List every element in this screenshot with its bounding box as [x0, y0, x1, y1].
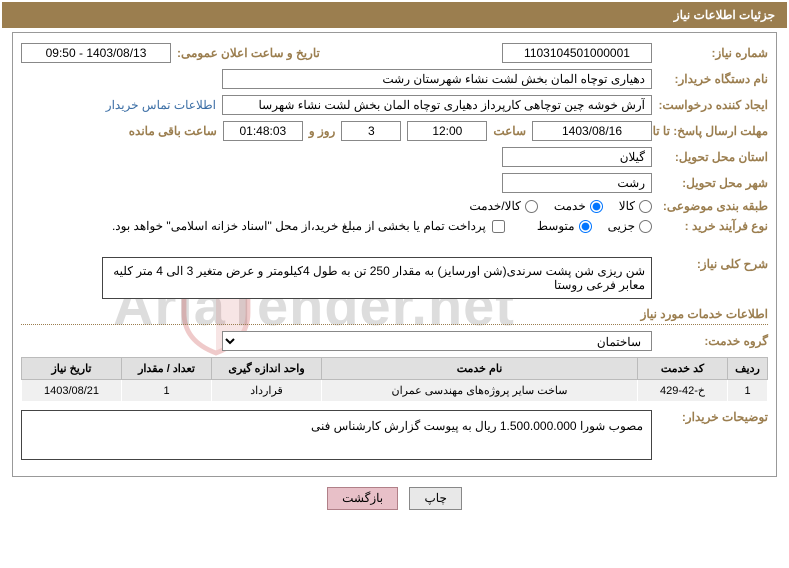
row-need-number: شماره نیاز: تاریخ و ساعت اعلان عمومی:: [21, 43, 768, 63]
button-row: چاپ بازگشت: [0, 487, 789, 510]
remain-suffix-label: ساعت باقی مانده: [129, 124, 217, 138]
row-purchase-type: نوع فرآیند خرید : جزیی متوسط پرداخت تمام…: [21, 219, 768, 233]
purchase-type-label: نوع فرآیند خرید :: [658, 219, 768, 233]
province-label: استان محل تحویل:: [658, 150, 768, 164]
radio-service-label: خدمت: [554, 199, 586, 213]
th-date: تاریخ نیاز: [22, 358, 122, 380]
th-unit: واحد اندازه گیری: [212, 358, 322, 380]
remain-days-field: [341, 121, 401, 141]
service-group-label: گروه خدمت:: [658, 334, 768, 348]
overall-desc-box: شن ریزی شن پشت سرندی(شن اورسایز) به مقدا…: [102, 257, 652, 299]
buyer-contact-link[interactable]: اطلاعات تماس خریدار: [106, 98, 216, 112]
purchase-type-radio-group: جزیی متوسط: [537, 219, 652, 233]
radio-service-input[interactable]: [590, 200, 603, 213]
city-field: [502, 173, 652, 193]
radio-goods[interactable]: کالا: [619, 199, 652, 213]
announce-dt-label: تاریخ و ساعت اعلان عمومی:: [177, 46, 320, 60]
table-row: 1 خ-42-429 ساخت سایر پروژه‌های مهندسی عم…: [22, 380, 768, 402]
radio-service[interactable]: خدمت: [554, 199, 603, 213]
main-panel: AriaTender.net شماره نیاز: تاریخ و ساعت …: [12, 32, 777, 477]
radio-minor-input[interactable]: [639, 220, 652, 233]
radio-minor-label: جزیی: [608, 219, 635, 233]
cell-name: ساخت سایر پروژه‌های مهندسی عمران: [322, 380, 638, 402]
buyer-org-field: [222, 69, 652, 89]
announce-dt-field: [21, 43, 171, 63]
panel-header: جزئیات اطلاعات نیاز: [2, 2, 787, 28]
category-radio-group: کالا خدمت کالا/خدمت: [469, 199, 652, 213]
remain-time-field: [223, 121, 303, 141]
overall-desc-label: شرح کلی نیاز:: [658, 257, 768, 271]
payment-note-input[interactable]: [492, 220, 505, 233]
radio-medium-input[interactable]: [579, 220, 592, 233]
radio-goods-service-input[interactable]: [525, 200, 538, 213]
row-buyer-notes: توضیحات خریدار: مصوب شورا 1.500.000.000 …: [21, 410, 768, 460]
panel-title: جزئیات اطلاعات نیاز: [674, 8, 775, 22]
deadline-label: مهلت ارسال پاسخ: تا تاریخ:: [658, 124, 768, 138]
table-header-row: ردیف کد خدمت نام خدمت واحد اندازه گیری ت…: [22, 358, 768, 380]
radio-medium[interactable]: متوسط: [537, 219, 592, 233]
radio-goods-service-label: کالا/خدمت: [469, 199, 520, 213]
th-name: نام خدمت: [322, 358, 638, 380]
category-label: طبقه بندی موضوعی:: [658, 199, 768, 213]
radio-minor[interactable]: جزیی: [608, 219, 652, 233]
requester-field: [222, 95, 652, 115]
deadline-time-field: [407, 121, 487, 141]
days-and-label: روز و: [309, 124, 336, 138]
province-field: [502, 147, 652, 167]
city-label: شهر محل تحویل:: [658, 176, 768, 190]
payment-note-checkbox[interactable]: پرداخت تمام یا بخشی از مبلغ خرید،از محل …: [112, 219, 505, 233]
services-table: ردیف کد خدمت نام خدمت واحد اندازه گیری ت…: [21, 357, 768, 402]
radio-goods-input[interactable]: [639, 200, 652, 213]
row-service-group: گروه خدمت: ساختمان: [21, 331, 768, 351]
need-number-label: شماره نیاز:: [658, 46, 768, 60]
row-category: طبقه بندی موضوعی: کالا خدمت کالا/خدمت: [21, 199, 768, 213]
row-overall-desc: شرح کلی نیاز: شن ریزی شن پشت سرندی(شن او…: [21, 257, 768, 299]
th-code: کد خدمت: [638, 358, 728, 380]
payment-note-label: پرداخت تمام یا بخشی از مبلغ خرید،از محل …: [112, 219, 486, 233]
cell-unit: قرارداد: [212, 380, 322, 402]
cell-qty: 1: [122, 380, 212, 402]
radio-goods-label: کالا: [619, 199, 635, 213]
print-button[interactable]: چاپ: [409, 487, 461, 510]
deadline-date-field: [532, 121, 652, 141]
cell-row: 1: [728, 380, 768, 402]
service-group-select[interactable]: ساختمان: [222, 331, 652, 351]
cell-date: 1403/08/21: [22, 380, 122, 402]
buyer-org-label: نام دستگاه خریدار:: [658, 72, 768, 86]
cell-code: خ-42-429: [638, 380, 728, 402]
row-requester: ایجاد کننده درخواست: اطلاعات تماس خریدار: [21, 95, 768, 115]
services-header: اطلاعات خدمات مورد نیاز: [21, 307, 768, 325]
radio-medium-label: متوسط: [537, 219, 575, 233]
need-number-field: [502, 43, 652, 63]
row-province: استان محل تحویل:: [21, 147, 768, 167]
th-row: ردیف: [728, 358, 768, 380]
buyer-notes-label: توضیحات خریدار:: [658, 410, 768, 424]
radio-goods-service[interactable]: کالا/خدمت: [469, 199, 537, 213]
buyer-notes-box: مصوب شورا 1.500.000.000 ریال به پیوست گز…: [21, 410, 652, 460]
row-buyer-org: نام دستگاه خریدار:: [21, 69, 768, 89]
row-deadline: مهلت ارسال پاسخ: تا تاریخ: ساعت روز و سا…: [21, 121, 768, 141]
requester-label: ایجاد کننده درخواست:: [658, 98, 768, 112]
deadline-time-label: ساعت: [493, 124, 526, 138]
th-qty: تعداد / مقدار: [122, 358, 212, 380]
page-container: جزئیات اطلاعات نیاز AriaTender.net شماره…: [0, 2, 789, 568]
content-layer: شماره نیاز: تاریخ و ساعت اعلان عمومی: نا…: [21, 43, 768, 460]
row-city: شهر محل تحویل:: [21, 173, 768, 193]
back-button[interactable]: بازگشت: [327, 487, 398, 510]
